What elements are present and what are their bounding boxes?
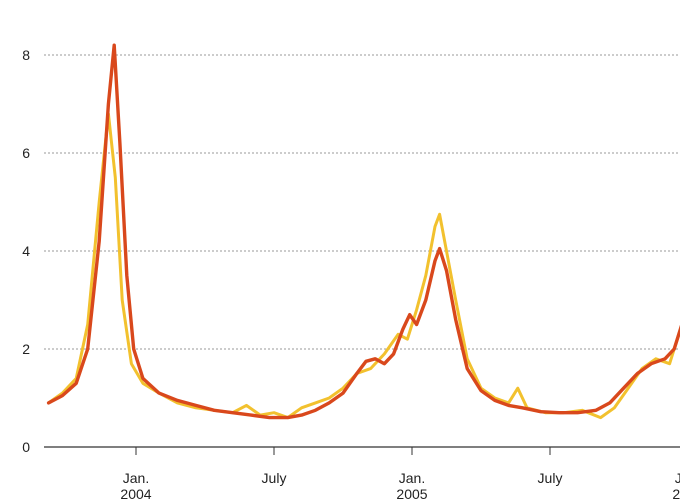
x-tick-label-0: Jan. <box>123 470 149 486</box>
x-tick-label-3: July <box>538 470 563 486</box>
series-line-red-series <box>46 43 680 420</box>
series-lines <box>46 43 680 420</box>
x-tick-year-label-4: 2006 <box>672 486 680 500</box>
axes <box>44 446 680 455</box>
y-tick-labels: 0 2 4 6 8 <box>22 47 30 455</box>
y-tick-label-8: 8 <box>22 47 30 63</box>
x-tick-year-label-0: 2004 <box>120 486 151 500</box>
y-tick-label-0: 0 <box>22 439 30 455</box>
y-tick-label-2: 2 <box>22 341 30 357</box>
gridlines <box>44 54 680 350</box>
x-tick-label-1: July <box>262 470 287 486</box>
x-tick-labels: Jan.2004JulyJan.2005JulyJan.2006JulyJan.… <box>120 470 680 500</box>
x-tick-label-4: Jan. <box>675 470 680 486</box>
y-tick-label-6: 6 <box>22 145 30 161</box>
x-tick-label-2: Jan. <box>399 470 425 486</box>
x-tick-year-label-2: 2005 <box>396 486 427 500</box>
y-tick-label-4: 4 <box>22 243 30 259</box>
